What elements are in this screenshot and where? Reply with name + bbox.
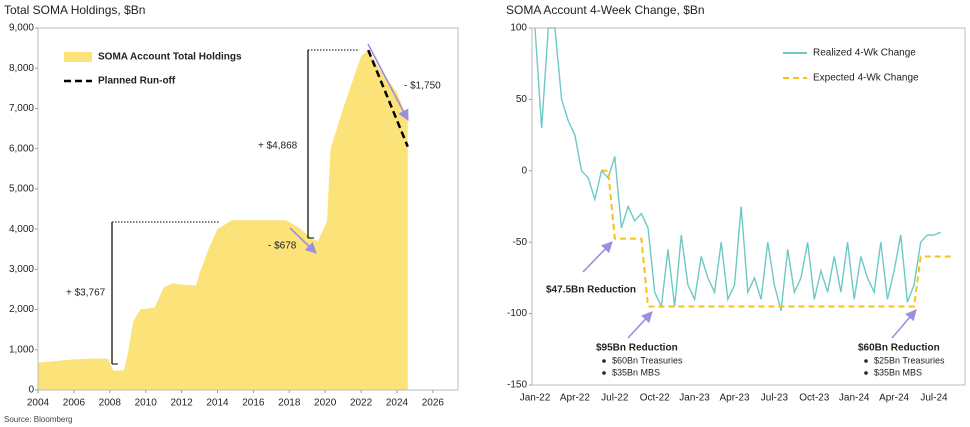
y-tick-label: 50 [516, 94, 528, 105]
x-tick-label: Jul-24 [920, 393, 948, 404]
x-tick-label: 2026 [422, 398, 445, 409]
arrow [367, 43, 409, 121]
x-tick-label: 2018 [278, 398, 301, 409]
annotation-bg [64, 286, 110, 300]
x-tick-label: Jan-24 [839, 393, 870, 404]
x-tick-label: 2010 [135, 398, 158, 409]
y-tick-label: 4,000 [9, 224, 34, 235]
x-tick-label: 2016 [242, 398, 265, 409]
y-tick-label: 0 [28, 385, 34, 396]
y-tick-label: -150 [507, 380, 527, 391]
arrow [289, 227, 317, 254]
bullet [864, 359, 868, 363]
y-tick-label: 2,000 [9, 304, 34, 315]
x-tick-label: 2024 [386, 398, 409, 409]
annotation-item: $60Bn Treasuries [612, 355, 683, 365]
plot-frame [37, 27, 459, 391]
arrow [891, 309, 917, 339]
annotation-title: $47.5Bn Reduction [546, 285, 636, 296]
x-tick-label: Jul-22 [601, 393, 629, 404]
legend-label: Planned Run-off [98, 76, 176, 87]
annotation: - $678 [268, 241, 297, 252]
y-tick-label: 0 [521, 165, 527, 176]
annotation-title: $60Bn Reduction [858, 343, 940, 354]
bullet [864, 371, 868, 375]
y-tick-label: 8,000 [9, 63, 34, 74]
x-tick-label: Oct-23 [799, 393, 829, 404]
arrow [582, 241, 613, 273]
x-tick-label: 2014 [206, 398, 229, 409]
y-tick-label: 3,000 [9, 264, 34, 275]
y-tick-label: 1,000 [9, 344, 34, 355]
annotation-bg [256, 139, 302, 153]
x-tick-label: Jul-23 [761, 393, 789, 404]
legend-label: SOMA Account Total Holdings [98, 52, 242, 63]
bullet [602, 359, 606, 363]
x-tick-label: Oct-22 [640, 393, 670, 404]
annotation: + $3,767 [66, 288, 106, 299]
annotation-item: $25Bn Treasuries [874, 355, 945, 365]
x-tick-label: 2004 [27, 398, 50, 409]
annotation-item: $35Bn MBS [612, 367, 660, 377]
legend-label: Realized 4-Wk Change [813, 48, 916, 59]
x-tick-label: 2020 [314, 398, 337, 409]
y-tick-label: 100 [510, 23, 527, 34]
legend-label: Expected 4-Wk Change [813, 73, 919, 84]
x-tick-label: 2008 [99, 398, 122, 409]
chart-title: Total SOMA Holdings, $Bn [4, 3, 145, 17]
legend-swatch [64, 52, 92, 62]
plot-frame [531, 27, 966, 386]
area [38, 50, 408, 390]
annotation: - $1,750 [404, 81, 441, 92]
x-tick-label: Jan-22 [520, 393, 551, 404]
series-line [601, 169, 954, 308]
y-tick-label: 6,000 [9, 143, 34, 154]
y-tick-label: 5,000 [9, 184, 34, 195]
x-tick-label: Apr-23 [719, 393, 749, 404]
y-tick-label: 9,000 [9, 23, 34, 34]
annotation-title: $95Bn Reduction [596, 343, 678, 354]
bullet [602, 371, 606, 375]
source: Source: Bloomberg [4, 415, 72, 424]
y-tick-label: -100 [507, 308, 527, 319]
annotation-item: $35Bn MBS [874, 367, 922, 377]
x-tick-label: Apr-22 [560, 393, 590, 404]
y-tick-label: 7,000 [9, 103, 34, 114]
runoff-line [367, 49, 409, 148]
arrow [627, 311, 653, 339]
y-tick-label: -50 [513, 237, 528, 248]
x-tick-label: 2006 [63, 398, 86, 409]
x-tick-label: Apr-24 [879, 393, 909, 404]
series-line [534, 27, 941, 311]
x-tick-label: Jan-23 [679, 393, 710, 404]
annotation: + $4,868 [258, 141, 298, 152]
x-tick-label: 2012 [170, 398, 193, 409]
chart-title: SOMA Account 4-Week Change, $Bn [506, 3, 705, 17]
x-tick-label: 2022 [350, 398, 373, 409]
